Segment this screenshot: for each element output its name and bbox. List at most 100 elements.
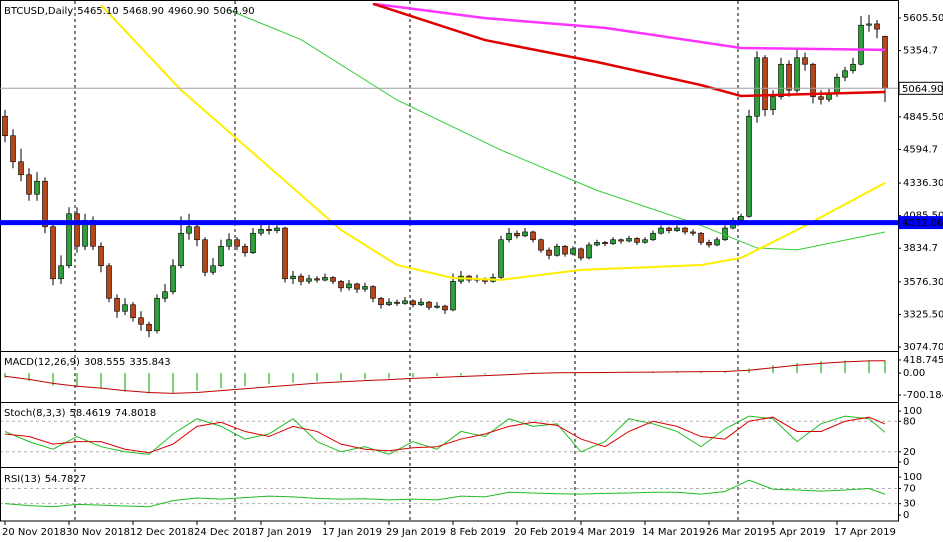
candle-body	[538, 239, 544, 251]
y-tick-label: 20	[903, 447, 916, 458]
candle-body	[58, 265, 64, 280]
y-tick-label: 5354.7	[903, 46, 938, 57]
candle-body	[626, 238, 632, 242]
price-level-tag	[898, 216, 943, 230]
candle-body	[170, 265, 176, 293]
candle-body	[770, 96, 776, 111]
chart-frame	[0, 0, 899, 522]
y-tick-label: 0.00	[903, 368, 925, 379]
y-tick-label: 30	[903, 499, 916, 510]
candle-body	[786, 63, 792, 91]
panel	[1, 479, 898, 508]
candle-body	[610, 239, 616, 244]
panel-readout: 335.843	[129, 357, 170, 368]
indicator-line	[4, 416, 886, 454]
price-level-label: 4032.06	[902, 218, 943, 229]
candle-body	[586, 244, 592, 259]
candle-body	[882, 35, 888, 89]
panel	[1, 415, 898, 455]
panel-title-name: BTCUSD,Daily	[4, 6, 73, 17]
candle-body	[386, 301, 392, 306]
y-tick-label: -700.184	[903, 390, 943, 401]
indicator-line	[4, 479, 886, 508]
x-tick-label: 17 Apr 2019	[834, 527, 896, 538]
y-tick-label: 0	[903, 510, 909, 521]
candle-body	[378, 297, 384, 306]
candle-body	[762, 57, 768, 111]
candle-body	[562, 245, 568, 255]
x-tick-label: 20 Feb 2019	[514, 527, 576, 538]
panel-title: Stoch(8,3,3) 58.4619 74.8018	[4, 408, 156, 419]
y-tick-label: 418.745	[903, 355, 943, 366]
candle-body	[34, 180, 40, 195]
candle-body	[530, 231, 536, 241]
candle-body	[130, 304, 136, 319]
panel	[4, 360, 886, 394]
candle-body	[714, 239, 720, 246]
candle-body	[282, 227, 288, 280]
candle-body	[850, 63, 856, 72]
candle-body	[522, 231, 528, 237]
candle-body	[2, 115, 8, 137]
candle-body	[122, 304, 128, 312]
candle-body	[506, 232, 512, 241]
panel-readout: 308.555	[84, 357, 125, 368]
candle-body	[330, 277, 336, 282]
panel-readout: 5468.90	[123, 6, 164, 17]
candle-body	[290, 275, 296, 280]
x-tick-label: 17 Jan 2019	[322, 527, 382, 538]
candle-body	[546, 249, 552, 256]
candle-body	[234, 239, 240, 247]
panel	[2, 3, 888, 338]
y-tick-label: 3074.70	[903, 342, 943, 353]
candle-body	[194, 226, 200, 241]
moving-average	[372, 3, 886, 52]
candle-body	[66, 213, 72, 267]
candle-body	[402, 300, 408, 304]
candle-body	[298, 275, 304, 282]
candle-body	[162, 291, 168, 299]
candle-body	[250, 232, 256, 254]
panel-readout: 74.8018	[115, 408, 156, 419]
candle-body	[442, 305, 448, 311]
indicator-line	[4, 415, 886, 455]
panel-readout: 54.7827	[45, 474, 86, 485]
candle-body	[450, 281, 456, 311]
y-tick-label: 80	[903, 416, 916, 427]
candle-body	[418, 301, 424, 306]
candle-body	[18, 161, 24, 176]
candle-body	[794, 57, 800, 91]
x-tick-label: 8 Feb 2019	[450, 527, 506, 538]
candle-body	[666, 227, 672, 231]
candle-body	[818, 96, 824, 100]
candle-body	[322, 277, 328, 281]
candle-body	[706, 242, 712, 246]
candle-body	[866, 23, 872, 26]
moving-average	[372, 3, 886, 98]
candle-body	[826, 93, 832, 100]
y-tick-label: 5605.50	[903, 13, 943, 24]
x-tick-label: 4 Mar 2019	[578, 527, 635, 538]
x-tick-label: 5 Apr 2019	[770, 527, 825, 538]
candle-body	[242, 245, 248, 254]
candle-body	[410, 300, 416, 306]
candle-body	[146, 323, 152, 332]
y-tick-label: 4336.30	[903, 178, 943, 189]
candle-body	[154, 297, 160, 332]
x-tick-label: 29 Jan 2019	[386, 527, 446, 538]
candle-body	[738, 216, 744, 221]
candle-body	[810, 63, 816, 98]
candle-body	[354, 283, 360, 290]
candle-body	[650, 232, 656, 241]
candle-body	[618, 239, 624, 242]
x-tick-label: 12 Dec 2018	[130, 527, 194, 538]
candle-body	[362, 286, 368, 290]
candle-body	[842, 70, 848, 78]
candle-body	[674, 227, 680, 231]
candle-body	[226, 239, 232, 247]
candle-body	[802, 57, 808, 65]
candle-body	[394, 301, 400, 304]
candle-body	[434, 305, 440, 308]
